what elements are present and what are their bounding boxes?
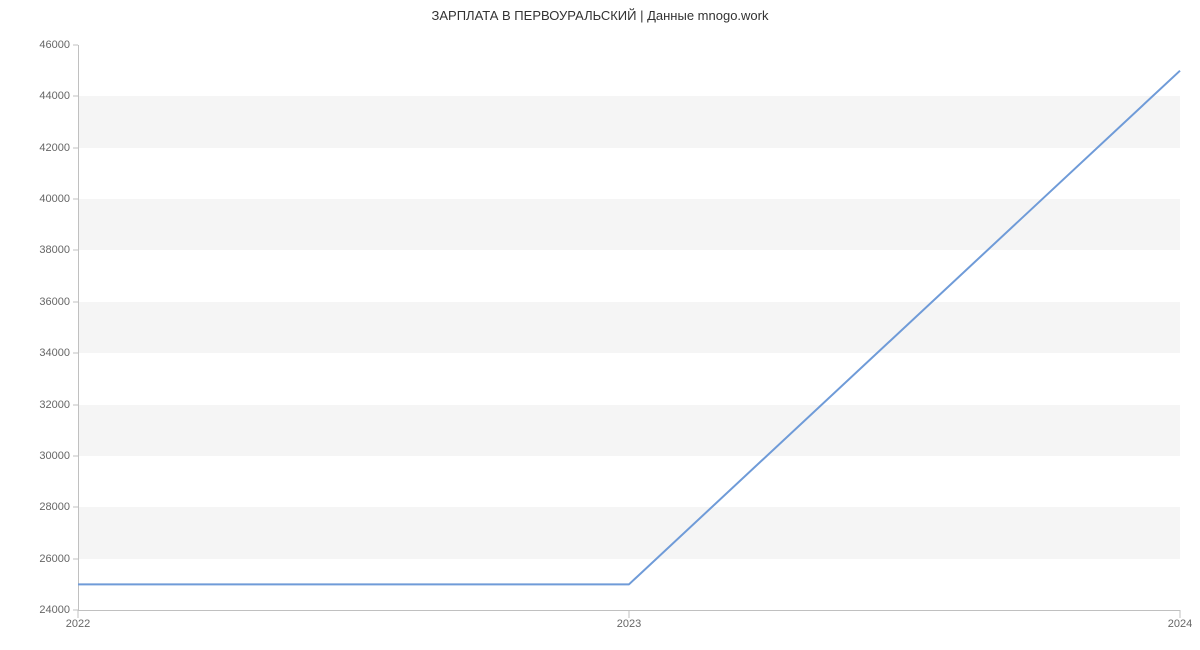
y-tick-label: 38000	[39, 244, 70, 256]
x-tick	[78, 610, 79, 618]
y-tick-label: 42000	[39, 142, 70, 154]
y-tick-label: 28000	[39, 501, 70, 513]
y-tick-label: 36000	[39, 296, 70, 308]
y-tick-label: 26000	[39, 553, 70, 565]
x-tick	[1180, 610, 1181, 618]
y-tick-label: 30000	[39, 450, 70, 462]
y-tick-label: 44000	[39, 90, 70, 102]
y-tick-label: 46000	[39, 39, 70, 51]
series-layer	[78, 45, 1180, 610]
salary-line-chart: ЗАРПЛАТА В ПЕРВОУРАЛЬСКИЙ | Данные mnogo…	[0, 0, 1200, 650]
x-tick-label: 2022	[66, 618, 90, 630]
y-tick-label: 40000	[39, 193, 70, 205]
x-tick-label: 2024	[1168, 618, 1192, 630]
plot-area: 2400026000280003000032000340003600038000…	[78, 45, 1180, 610]
y-tick-label: 32000	[39, 399, 70, 411]
x-tick-label: 2023	[617, 618, 641, 630]
y-tick-label: 24000	[39, 604, 70, 616]
y-tick-label: 34000	[39, 347, 70, 359]
x-tick	[629, 610, 630, 618]
chart-title: ЗАРПЛАТА В ПЕРВОУРАЛЬСКИЙ | Данные mnogo…	[0, 8, 1200, 23]
series-line-salary	[78, 71, 1180, 585]
